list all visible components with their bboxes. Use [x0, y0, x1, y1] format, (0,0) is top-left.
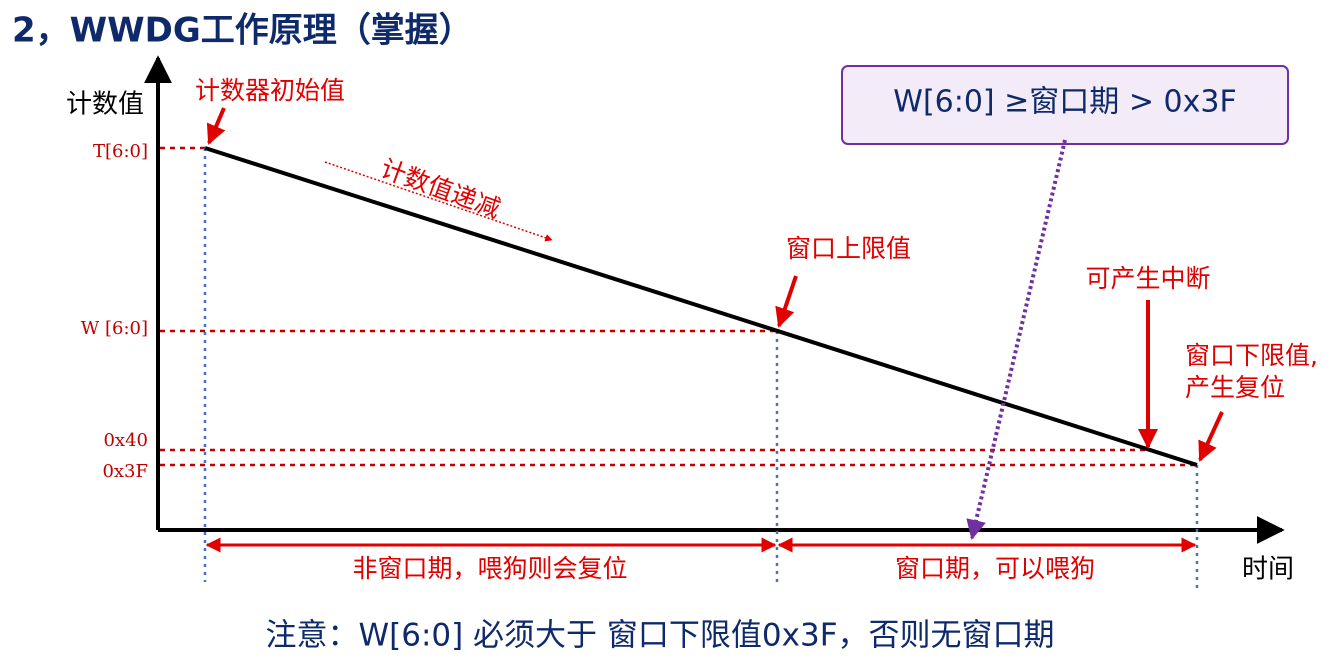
counter-line — [204, 146, 1198, 467]
annotation: 可产生中断 — [1085, 264, 1210, 293]
annotation: 产生复位 — [1185, 373, 1285, 402]
title: 2，WWDG工作原理（掌握） — [12, 11, 473, 51]
callout-box — [841, 65, 1289, 145]
annotation: 计数器初始值 — [195, 76, 345, 105]
level-label: 0x40 — [103, 430, 148, 451]
annotation: 窗口上限值 — [786, 234, 911, 263]
arrow — [1198, 411, 1224, 462]
arrow — [775, 275, 798, 328]
arrow — [206, 107, 226, 145]
note: 注意：W[6:0] 必须大于 窗口下限值0x3F，否则无窗口期 — [265, 618, 1054, 654]
period-label: 窗口期，可以喂狗 — [895, 554, 1095, 583]
time-markers — [203, 148, 1199, 588]
level-label: 0x3F — [102, 461, 148, 482]
level-lines — [160, 146, 1197, 467]
x-axis-label: 时间 — [1242, 555, 1294, 585]
annotation: 窗口下限值, — [1185, 341, 1318, 370]
period-label: 非窗口期，喂狗则会复位 — [352, 554, 627, 583]
y-axis-label: 计数值 — [66, 90, 144, 120]
annotation: 计数值递减 — [377, 154, 504, 224]
callout-arrow — [966, 139, 1067, 540]
callout-text: W[6:0] ≥窗口期 > 0x3F — [893, 85, 1236, 120]
level-label: W [6:0] — [81, 318, 148, 339]
arrow — [324, 161, 553, 242]
level-label: T[6:0] — [93, 141, 148, 162]
